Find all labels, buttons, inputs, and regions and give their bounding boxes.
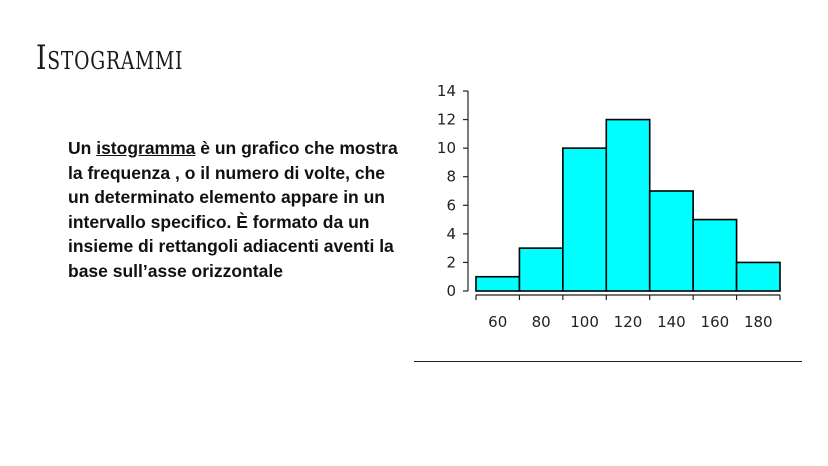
x-tick-label: 140	[657, 313, 686, 331]
y-tick-label: 12	[437, 111, 456, 129]
histogram-bar	[475, 275, 521, 292]
x-tick-label: 160	[701, 313, 730, 331]
slide-title: Istogrammi	[36, 38, 184, 78]
y-tick-label: 10	[437, 139, 456, 157]
histogram-bar	[562, 147, 608, 292]
x-tick-label: 60	[488, 313, 507, 331]
x-tick-label: 120	[614, 313, 643, 331]
histogram-bar	[648, 190, 694, 292]
x-axis: 60 80 100 120 140 160 180	[475, 294, 781, 331]
paragraph-intro: Un	[68, 138, 97, 158]
histogram-bar	[605, 118, 651, 292]
divider-line	[414, 361, 802, 362]
y-tick-label: 2	[446, 253, 456, 271]
description-paragraph: Un istogramma è un grafico che mostra la…	[68, 136, 398, 284]
y-tick-label: 0	[446, 282, 456, 300]
histogram-chart: 0 2 4 6 8 10 12 14 60 80 100 120 140 160 180	[437, 82, 781, 331]
x-tick-label: 80	[532, 313, 551, 331]
paragraph-body: è un grafico che mostra la frequenza , o…	[68, 138, 398, 281]
y-tick-label: 6	[446, 196, 456, 214]
bars	[475, 118, 781, 292]
histogram-bar	[518, 247, 564, 292]
histogram-bar	[692, 218, 738, 292]
y-tick-label: 8	[446, 168, 456, 186]
term-istogramma: istogramma	[96, 138, 196, 158]
x-tick-label: 100	[570, 313, 599, 331]
x-tick-label: 180	[744, 313, 773, 331]
y-tick-label: 4	[446, 225, 456, 243]
y-axis: 0 2 4 6 8 10 12 14	[437, 82, 469, 300]
histogram-bar	[735, 261, 781, 292]
y-tick-label: 14	[437, 82, 456, 100]
